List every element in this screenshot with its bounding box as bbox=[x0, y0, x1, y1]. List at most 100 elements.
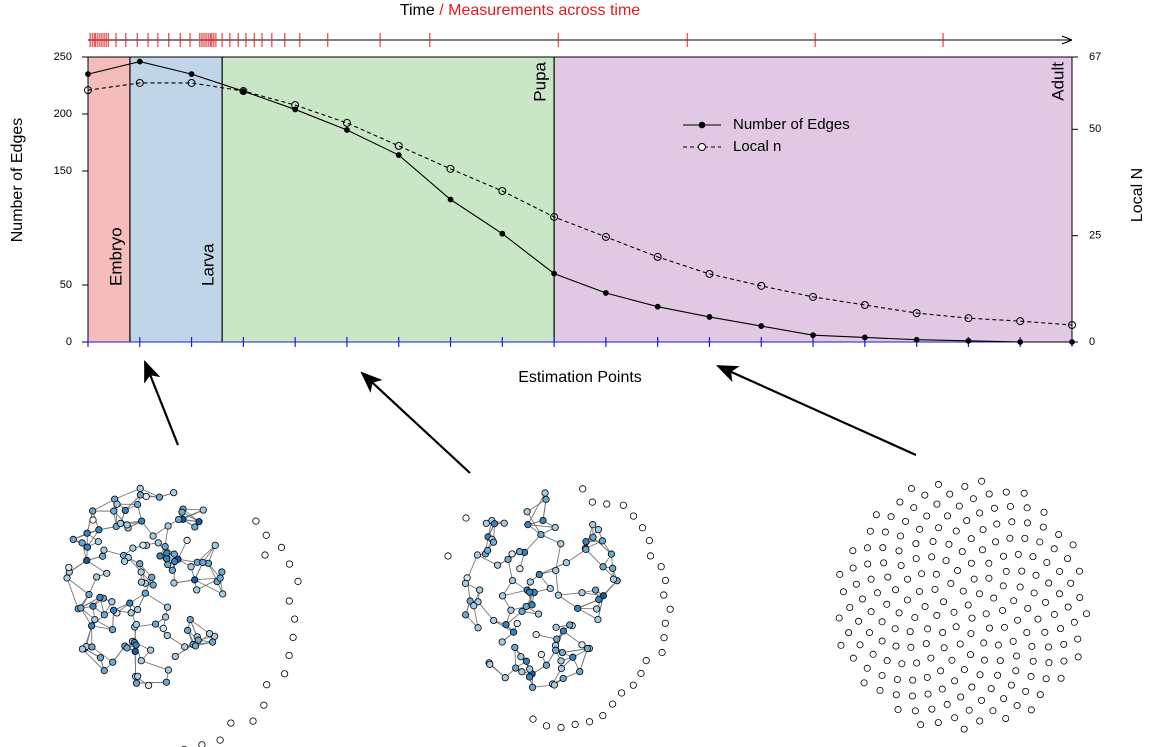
network-node bbox=[508, 576, 517, 585]
network-node bbox=[498, 592, 507, 600]
network-node bbox=[976, 509, 984, 517]
network-node bbox=[960, 725, 968, 733]
network-node bbox=[989, 707, 997, 715]
data-point bbox=[601, 232, 610, 241]
network-node bbox=[968, 614, 976, 622]
network-node bbox=[992, 538, 1000, 546]
network-node bbox=[83, 543, 91, 551]
network-node bbox=[1002, 488, 1010, 496]
time-label: Time bbox=[400, 2, 435, 19]
network-node bbox=[218, 568, 226, 576]
data-point bbox=[188, 71, 195, 77]
network-node bbox=[144, 681, 153, 690]
network-node bbox=[940, 598, 948, 606]
network-node bbox=[1043, 558, 1051, 566]
network-node bbox=[149, 581, 157, 589]
network-node bbox=[131, 647, 139, 656]
network-node bbox=[508, 550, 516, 558]
network-node bbox=[954, 567, 962, 575]
network-node bbox=[559, 674, 567, 683]
network-node bbox=[893, 675, 901, 683]
network-node bbox=[528, 683, 537, 691]
network-node bbox=[938, 685, 946, 693]
network-node bbox=[171, 652, 179, 661]
network-node bbox=[537, 650, 545, 659]
network-node bbox=[607, 550, 616, 558]
network-node bbox=[513, 619, 521, 628]
network-edge bbox=[558, 594, 578, 609]
network-node bbox=[576, 667, 584, 676]
data-point bbox=[187, 78, 196, 87]
network-node bbox=[1064, 555, 1072, 563]
network-node bbox=[183, 536, 191, 544]
network-node bbox=[558, 648, 566, 657]
network-node bbox=[921, 491, 929, 499]
network-node bbox=[928, 553, 936, 561]
network-node bbox=[1012, 667, 1020, 675]
network-node bbox=[216, 736, 224, 744]
data-point bbox=[84, 86, 92, 95]
network-node bbox=[281, 670, 289, 678]
network-node bbox=[934, 719, 942, 727]
network-node bbox=[588, 498, 596, 506]
network-node bbox=[892, 691, 900, 699]
data-point bbox=[602, 290, 609, 296]
network-node bbox=[553, 635, 561, 643]
network-node bbox=[887, 513, 895, 521]
network-node bbox=[909, 676, 917, 684]
data-point bbox=[1016, 317, 1025, 326]
network-node bbox=[168, 566, 176, 574]
network-node bbox=[910, 504, 918, 512]
network-node bbox=[489, 538, 498, 546]
network-edge bbox=[585, 549, 604, 568]
network-node bbox=[1050, 545, 1058, 553]
network-node bbox=[1010, 597, 1018, 605]
y-tick-label: 250 bbox=[54, 51, 72, 63]
stage-label: Pupa bbox=[531, 61, 550, 101]
network-node bbox=[1057, 674, 1065, 682]
networks bbox=[63, 477, 1090, 747]
network-node bbox=[904, 575, 912, 583]
network-node bbox=[666, 605, 674, 613]
stage-region bbox=[554, 57, 1072, 342]
stage-region bbox=[129, 57, 223, 342]
network-node bbox=[191, 642, 200, 650]
network-node bbox=[159, 624, 167, 632]
network-node bbox=[865, 629, 873, 637]
network-node bbox=[134, 672, 142, 680]
network-node bbox=[993, 520, 1001, 528]
network-node bbox=[249, 717, 257, 725]
network-node bbox=[163, 603, 172, 611]
network-node bbox=[982, 610, 990, 618]
data-point bbox=[1068, 320, 1076, 329]
network-node bbox=[1060, 657, 1068, 665]
network-node bbox=[599, 711, 607, 720]
network-node bbox=[526, 578, 534, 586]
network-node bbox=[199, 506, 207, 514]
network-node bbox=[155, 493, 164, 501]
network-node bbox=[181, 643, 189, 651]
network-node bbox=[909, 692, 917, 700]
network-node bbox=[550, 681, 558, 689]
network-node bbox=[866, 527, 874, 535]
network-edge bbox=[136, 681, 167, 684]
network-node bbox=[546, 584, 554, 593]
network-node bbox=[872, 511, 880, 519]
network-node bbox=[1056, 590, 1064, 598]
data-point bbox=[1017, 339, 1024, 345]
data-point bbox=[499, 230, 506, 237]
network-node bbox=[170, 550, 178, 558]
network-node bbox=[990, 594, 998, 602]
data-point bbox=[809, 292, 818, 301]
network-node bbox=[849, 547, 857, 555]
network-edge bbox=[526, 498, 547, 513]
network-node bbox=[498, 638, 506, 646]
network-node bbox=[1029, 553, 1037, 561]
network-node bbox=[1028, 642, 1036, 650]
network-node bbox=[978, 546, 986, 554]
series-line bbox=[87, 60, 1072, 343]
network-node bbox=[999, 552, 1007, 560]
network-edge bbox=[566, 549, 587, 564]
network-node bbox=[95, 526, 103, 534]
network-node bbox=[170, 579, 178, 587]
